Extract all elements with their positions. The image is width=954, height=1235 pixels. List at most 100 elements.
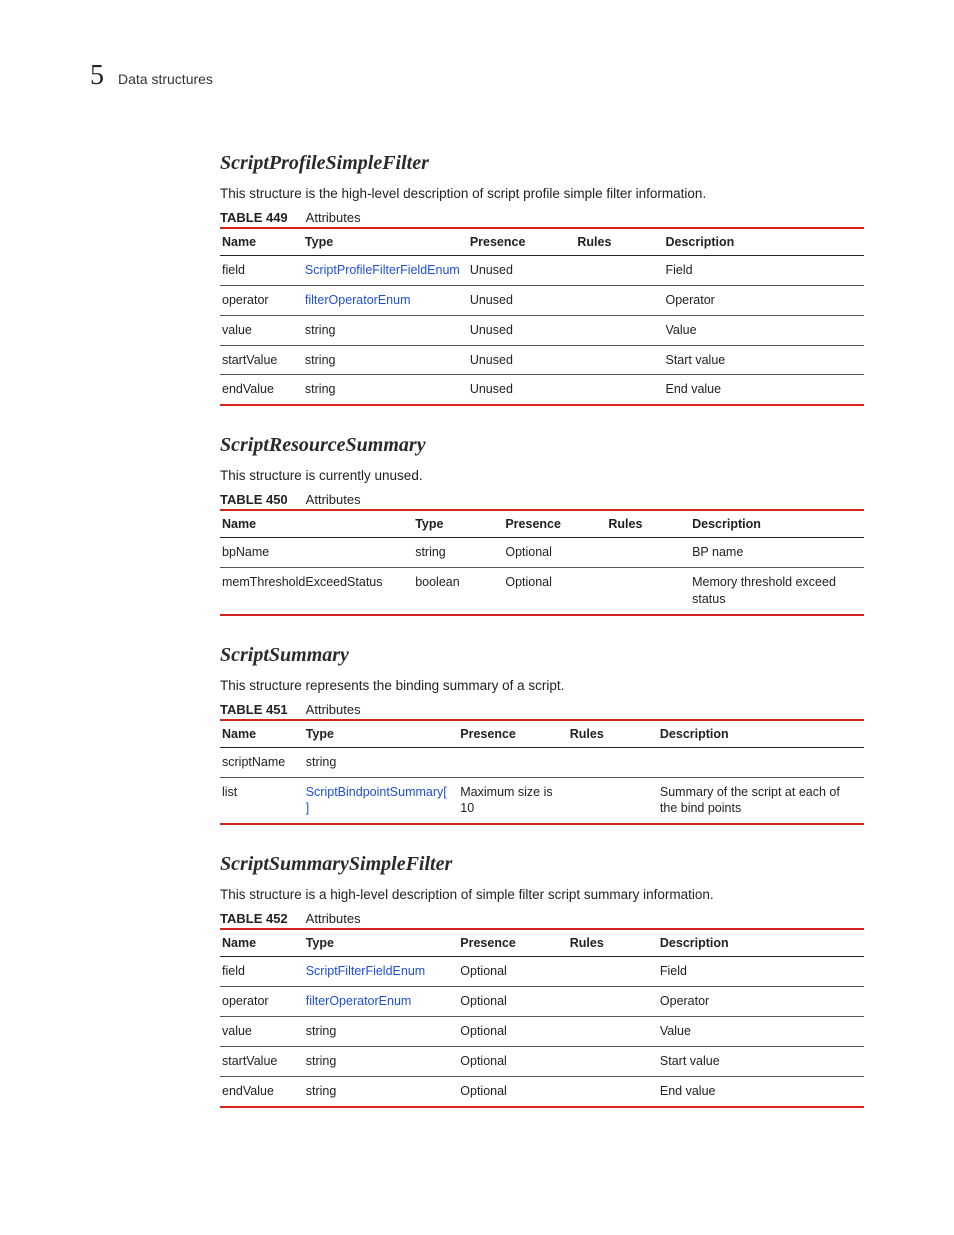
cell-rules xyxy=(568,957,658,987)
cell-name: operator xyxy=(220,285,303,315)
col-presence: Presence xyxy=(458,720,567,748)
cell-name: endValue xyxy=(220,1076,304,1106)
col-presence: Presence xyxy=(458,929,567,957)
cell-name: value xyxy=(220,315,303,345)
cell-description: Value xyxy=(663,315,864,345)
cell-description: Memory threshold exceed status xyxy=(690,568,864,615)
table-row: memThresholdExceedStatusbooleanOptionalM… xyxy=(220,568,864,615)
col-name: Name xyxy=(220,720,304,748)
table-caption: TABLE 449 Attributes xyxy=(220,210,864,225)
col-description: Description xyxy=(663,228,864,256)
cell-presence: Optional xyxy=(503,568,606,615)
section-title: ScriptResourceSummary xyxy=(220,434,864,457)
section-title: ScriptSummary xyxy=(220,644,864,667)
cell-rules xyxy=(568,747,658,777)
cell-type[interactable]: ScriptFilterFieldEnum xyxy=(304,957,459,987)
cell-description: Summary of the script at each of the bin… xyxy=(658,777,864,824)
cell-description: BP name xyxy=(690,538,864,568)
attributes-table: NameTypePresenceRulesDescriptionfieldScr… xyxy=(220,928,864,1107)
cell-type: string xyxy=(304,1016,459,1046)
cell-type[interactable]: ScriptBindpointSummary[ ] xyxy=(304,777,459,824)
cell-name: memThresholdExceedStatus xyxy=(220,568,413,615)
col-type: Type xyxy=(303,228,468,256)
cell-type[interactable]: filterOperatorEnum xyxy=(303,285,468,315)
table-row: startValuestringOptionalStart value xyxy=(220,1046,864,1076)
cell-type: string xyxy=(304,1046,459,1076)
col-name: Name xyxy=(220,510,413,538)
cell-name: field xyxy=(220,255,303,285)
table-number: TABLE 451 xyxy=(220,702,288,717)
table-number: TABLE 449 xyxy=(220,210,288,225)
cell-name: bpName xyxy=(220,538,413,568)
cell-name: scriptName xyxy=(220,747,304,777)
table-caption: TABLE 451 Attributes xyxy=(220,702,864,717)
cell-presence: Unused xyxy=(468,315,576,345)
table-row: listScriptBindpointSummary[ ]Maximum siz… xyxy=(220,777,864,824)
table-row: bpNamestringOptional BP name xyxy=(220,538,864,568)
page-header: 5 Data structures xyxy=(90,60,864,92)
cell-description: Field xyxy=(663,255,864,285)
table-row: fieldScriptProfileFilterFieldEnumUnusedF… xyxy=(220,255,864,285)
cell-rules xyxy=(575,375,663,405)
col-presence: Presence xyxy=(503,510,606,538)
col-name: Name xyxy=(220,929,304,957)
cell-presence: Unused xyxy=(468,375,576,405)
col-rules: Rules xyxy=(568,929,658,957)
cell-description: Start value xyxy=(658,1046,864,1076)
table-row: operatorfilterOperatorEnumUnusedOperator xyxy=(220,285,864,315)
section-description: This structure is a high-level descripti… xyxy=(220,886,864,905)
table-row: scriptNamestring xyxy=(220,747,864,777)
cell-rules xyxy=(575,315,663,345)
cell-type: string xyxy=(303,375,468,405)
col-description: Description xyxy=(658,720,864,748)
cell-type: string xyxy=(413,538,503,568)
table-row: endValuestringUnusedEnd value xyxy=(220,375,864,405)
table-row: startValuestringUnusedStart value xyxy=(220,345,864,375)
col-type: Type xyxy=(304,720,459,748)
col-rules: Rules xyxy=(568,720,658,748)
table-label: Attributes xyxy=(306,210,361,225)
table-row: operatorfilterOperatorEnumOptionalOperat… xyxy=(220,987,864,1017)
cell-presence: Optional xyxy=(503,538,606,568)
section: ScriptSummary This structure represents t… xyxy=(220,644,864,826)
cell-description: End value xyxy=(663,375,864,405)
attributes-table: NameTypePresenceRulesDescriptionscriptNa… xyxy=(220,719,864,826)
col-description: Description xyxy=(658,929,864,957)
table-row: fieldScriptFilterFieldEnumOptionalField xyxy=(220,957,864,987)
cell-description: Operator xyxy=(658,987,864,1017)
cell-presence: Optional xyxy=(458,1046,567,1076)
col-name: Name xyxy=(220,228,303,256)
cell-type: string xyxy=(304,1076,459,1106)
table-row: endValuestringOptionalEnd value xyxy=(220,1076,864,1106)
section-title: ScriptProfileSimpleFilter xyxy=(220,152,864,175)
cell-presence: Unused xyxy=(468,285,576,315)
section: ScriptProfileSimpleFilter This structure … xyxy=(220,152,864,406)
cell-name: startValue xyxy=(220,345,303,375)
cell-rules xyxy=(568,1046,658,1076)
cell-type[interactable]: ScriptProfileFilterFieldEnum xyxy=(303,255,468,285)
cell-presence: Optional xyxy=(458,987,567,1017)
section: ScriptSummarySimpleFilterThis structure … xyxy=(220,853,864,1107)
table-number: TABLE 450 xyxy=(220,492,288,507)
page-content: ScriptProfileSimpleFilter This structure … xyxy=(220,152,864,1108)
table-caption: TABLE 452Attributes xyxy=(220,911,864,926)
cell-type: string xyxy=(303,345,468,375)
col-type: Type xyxy=(413,510,503,538)
cell-description: Field xyxy=(658,957,864,987)
table-row: valuestringUnusedValue xyxy=(220,315,864,345)
chapter-number: 5 xyxy=(90,60,104,92)
section-description: This structure represents the binding su… xyxy=(220,677,864,696)
cell-presence: Optional xyxy=(458,1016,567,1046)
cell-rules xyxy=(575,255,663,285)
cell-presence: Optional xyxy=(458,957,567,987)
cell-rules xyxy=(575,285,663,315)
cell-description: End value xyxy=(658,1076,864,1106)
table-label: Attributes xyxy=(306,911,361,926)
section-description: This structure is the high-level descrip… xyxy=(220,185,864,204)
table-label: Attributes xyxy=(306,702,361,717)
cell-rules xyxy=(568,987,658,1017)
table-caption: TABLE 450Attributes xyxy=(220,492,864,507)
cell-type[interactable]: filterOperatorEnum xyxy=(304,987,459,1017)
cell-presence: Maximum size is 10 xyxy=(458,777,567,824)
col-rules: Rules xyxy=(606,510,690,538)
